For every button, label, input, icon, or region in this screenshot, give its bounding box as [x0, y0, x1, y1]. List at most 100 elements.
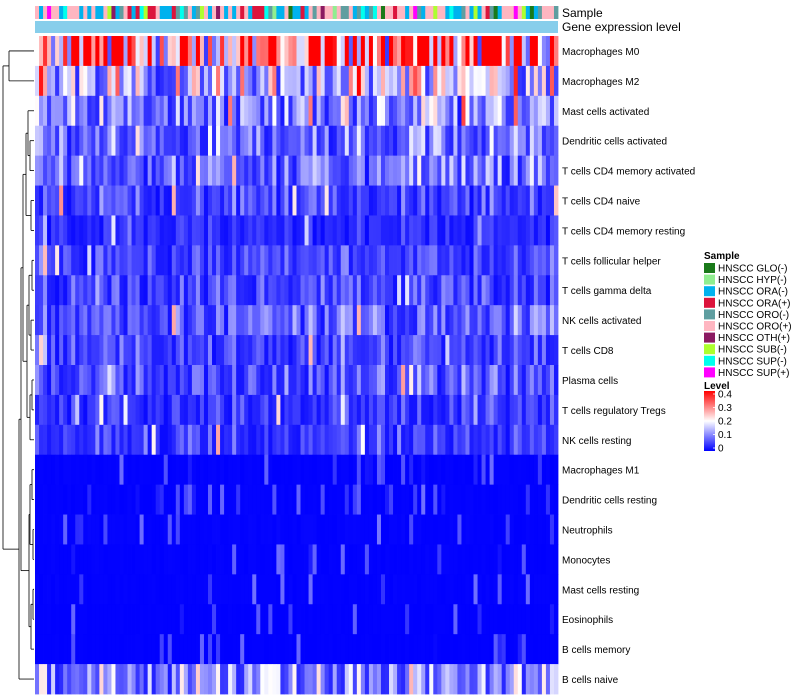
heatmap-cell	[59, 424, 64, 456]
heatmap-cell	[115, 215, 120, 246]
heatmap-cell	[453, 215, 458, 246]
heatmap-cell	[187, 155, 193, 186]
heatmap-cell	[171, 484, 177, 515]
heatmap-cell	[397, 125, 402, 157]
heatmap-cell	[493, 275, 499, 306]
heatmap-cell	[352, 275, 358, 306]
heatmap-cell	[75, 95, 80, 127]
heatmap-cell	[332, 95, 338, 127]
heatmap-cell	[489, 664, 495, 695]
heatmap-cell	[513, 544, 519, 575]
heatmap-cell	[115, 484, 120, 515]
heatmap-cell	[344, 365, 350, 396]
heatmap-cell	[380, 155, 386, 186]
heatmap-cell	[191, 514, 197, 545]
heatmap-cell	[304, 65, 309, 97]
heatmap-cell	[35, 514, 40, 545]
heatmap-cell	[340, 454, 346, 486]
heatmap-cell	[380, 514, 386, 545]
heatmap-cell	[537, 305, 543, 336]
heatmap-cell	[376, 544, 382, 575]
heatmap-cell	[368, 275, 374, 306]
heatmap-cell	[199, 185, 205, 216]
heatmap-cell	[288, 125, 293, 157]
heatmap-cell	[417, 245, 422, 276]
heatmap-cell	[308, 65, 313, 97]
heatmap-cell	[505, 305, 511, 336]
heatmap-cell	[171, 424, 177, 456]
heatmap-cell	[71, 634, 76, 665]
heatmap-cell	[39, 365, 44, 396]
sample-legend-label: HNSCC ORA(+)	[718, 298, 791, 309]
heatmap-cell	[332, 634, 338, 665]
heatmap-cell	[292, 215, 297, 246]
sample-annotation-cell	[376, 6, 382, 19]
heatmap-cell	[139, 275, 145, 306]
heatmap-cell	[91, 664, 96, 695]
heatmap-cell	[139, 305, 145, 336]
heatmap-cell	[159, 335, 165, 366]
heatmap-cell	[75, 185, 80, 216]
heatmap-cell	[83, 335, 88, 366]
heatmap-cell	[212, 275, 217, 306]
sample-annotation-cell	[328, 6, 334, 19]
row-label: NK cells activated	[562, 316, 641, 327]
heatmap-cell	[224, 36, 229, 67]
heatmap-cell	[191, 36, 197, 67]
heatmap-cell	[99, 424, 104, 456]
heatmap-cell	[59, 454, 64, 486]
heatmap-cell	[119, 185, 124, 216]
heatmap-cell	[385, 424, 390, 456]
heatmap-cell	[340, 335, 346, 366]
heatmap-cell	[228, 544, 233, 575]
heatmap-cell	[344, 305, 350, 336]
heatmap-cell	[95, 335, 100, 366]
heatmap-cell	[324, 185, 330, 216]
heatmap-cell	[143, 65, 149, 97]
heatmap-cell	[344, 125, 350, 157]
heatmap-cell	[220, 394, 225, 426]
heatmap-cell	[256, 245, 261, 276]
heatmap-cell	[35, 155, 40, 186]
heatmap-cell	[87, 574, 92, 605]
heatmap-cell	[517, 484, 523, 515]
heatmap-cell	[385, 125, 390, 157]
heatmap-cell	[71, 365, 76, 396]
heatmap-cell	[35, 604, 40, 635]
heatmap-cell	[549, 664, 555, 695]
heatmap-cell	[260, 365, 265, 396]
heatmap-cell	[187, 634, 193, 665]
heatmap-cell	[501, 365, 507, 396]
heatmap-cell	[111, 574, 116, 605]
heatmap-cell	[336, 155, 342, 186]
heatmap-cell	[352, 634, 358, 665]
heatmap-cell	[127, 604, 132, 635]
heatmap-cell	[79, 155, 84, 186]
heatmap-cell	[195, 65, 201, 97]
heatmap-cell	[151, 245, 157, 276]
heatmap-cell	[187, 275, 193, 306]
heatmap-cell	[139, 36, 145, 67]
heatmap-cell	[344, 574, 350, 605]
heatmap-cell	[356, 275, 362, 306]
sample-annotation-cell	[425, 6, 430, 19]
heatmap-cell	[179, 484, 185, 515]
heatmap-cell	[220, 544, 225, 575]
heatmap-cell	[545, 215, 551, 246]
heatmap-cell	[75, 275, 80, 306]
heatmap-cell	[405, 155, 410, 186]
heatmap-cell	[47, 424, 52, 456]
heatmap-cell	[316, 95, 322, 127]
heatmap-cell	[505, 454, 511, 486]
heatmap-cell	[493, 95, 499, 127]
heatmap-cell	[521, 125, 527, 157]
expression-annotation-bar	[35, 21, 558, 33]
heatmap-cell	[385, 185, 390, 216]
heatmap-cell	[376, 36, 382, 67]
heatmap-cell	[284, 335, 289, 366]
heatmap-cell	[175, 275, 181, 306]
heatmap-cell	[549, 365, 555, 396]
heatmap-cell	[469, 365, 474, 396]
heatmap-cell	[216, 514, 221, 545]
heatmap-cell	[107, 125, 112, 157]
